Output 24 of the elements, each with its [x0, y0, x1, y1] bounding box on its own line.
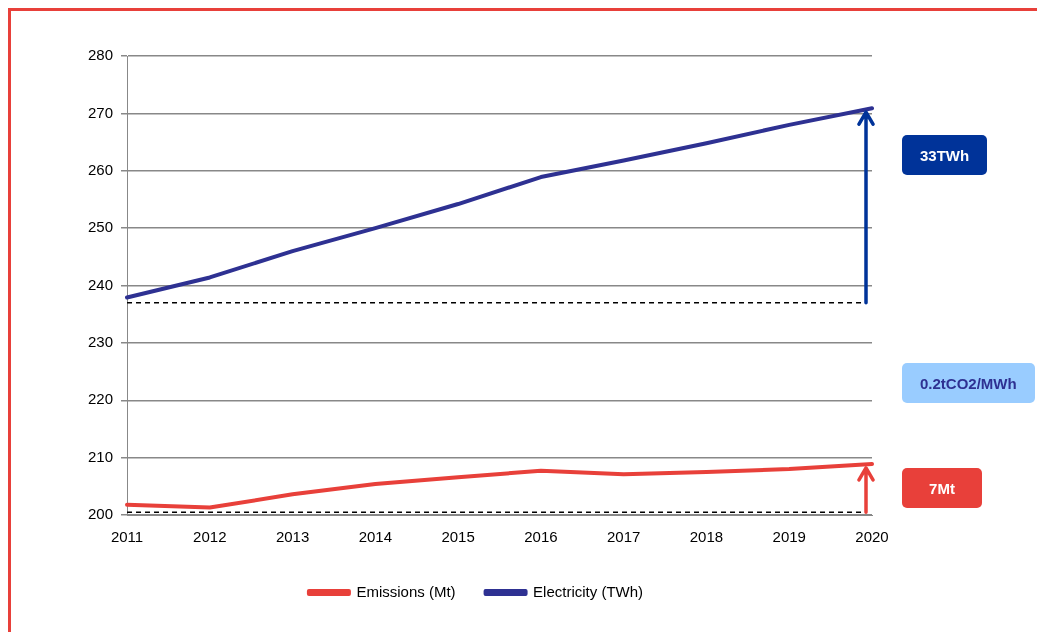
text: 33TWh	[902, 135, 988, 176]
y-tick-label: 220	[88, 390, 114, 408]
y-tick-label: 260	[88, 160, 114, 178]
legend-label: Electricity (TWh)	[533, 582, 644, 600]
text: 7Mt	[902, 468, 982, 509]
x-tick-label: 2019	[772, 528, 806, 546]
y-tick-label: 240	[88, 275, 114, 293]
y-tick-label: 230	[88, 333, 114, 351]
y-tick-label: 250	[88, 218, 114, 236]
x-tick-label: 2020	[855, 528, 889, 546]
x-tick-label: 2017	[606, 528, 641, 546]
x-tick-label: 2016	[524, 528, 558, 546]
y-tick-label: 210	[88, 447, 114, 465]
x-tick-label: 2013	[275, 528, 310, 546]
x-tick-label: 2015	[441, 528, 475, 546]
y-tick-label: 280	[88, 46, 114, 64]
y-tick-label: 200	[88, 505, 114, 523]
legend-label: Emissions (Mt)	[356, 582, 456, 600]
text: 0.2tCO2/MWh	[902, 363, 1035, 404]
x-tick-label: 2011	[110, 528, 144, 546]
x-tick-label: 2012	[193, 528, 227, 546]
y-tick-label: 270	[88, 103, 114, 121]
x-tick-label: 2014	[358, 528, 393, 546]
x-tick-label: 2018	[689, 528, 724, 546]
